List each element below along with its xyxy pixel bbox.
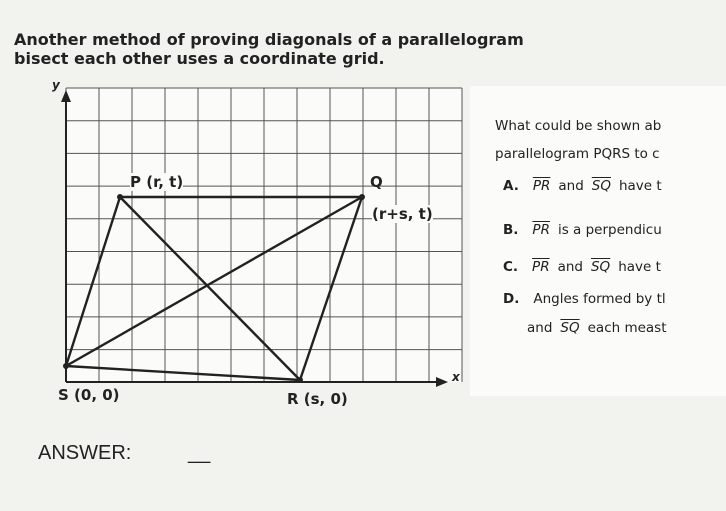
option-text: and [527,320,553,336]
x-arrow [436,377,448,387]
option-text: have t [618,259,661,275]
title-line: bisect each other uses a coordinate grid… [14,49,385,68]
question-line: parallelogram PQRS to c [495,146,660,162]
point-label: (r+s, t) [372,205,433,223]
question-line: What could be shown ab [495,118,662,134]
answer-label: ANSWER: [38,442,132,464]
option: A. PR and SQ have t [503,178,670,194]
option: and SQ each meast [527,320,675,336]
option-text: is a perpendicu [557,222,662,238]
side [64,196,122,367]
option-text: PR [532,259,550,275]
option-text: and [557,259,583,275]
y-arrow [61,90,71,102]
side [65,364,301,382]
side [298,196,364,381]
option-text: Angles formed by tl [533,291,666,307]
diagonal [65,195,363,368]
option-text: have t [618,178,662,194]
option-text: SQ [560,320,580,336]
option: B. PR is a perpendicu [503,222,670,238]
y-axis-label: y [52,78,60,92]
point-label: R (s, 0) [287,390,348,408]
option-text: and [558,178,584,194]
answer-blank: __ [188,442,211,464]
parallelogram [64,195,364,382]
option-text: PR [532,178,551,194]
option-letter: A. [503,178,519,194]
coordinate-grid [61,87,463,387]
option-letter: B. [503,222,519,238]
question-panel [470,86,726,396]
x-axis-label: x [452,370,460,384]
option-letter: D. [503,291,520,307]
option-letter: C. [503,259,519,275]
option-text: SQ [591,178,611,194]
point-label: S (0, 0) [58,386,120,404]
point-label: P (r, t) [130,173,184,191]
title-line: Another method of proving diagonals of a… [14,30,524,49]
vertex [63,363,69,369]
option: C. PR and SQ have t [503,259,669,275]
point-label: Q [370,173,383,191]
option-text: each meast [587,320,667,336]
vertex [359,194,365,200]
option: D. Angles formed by tl [503,291,674,307]
option-text: PR [532,222,550,238]
vertex [117,194,123,200]
option-text: SQ [590,259,611,275]
diagonal [119,196,301,381]
vertex [297,377,303,383]
